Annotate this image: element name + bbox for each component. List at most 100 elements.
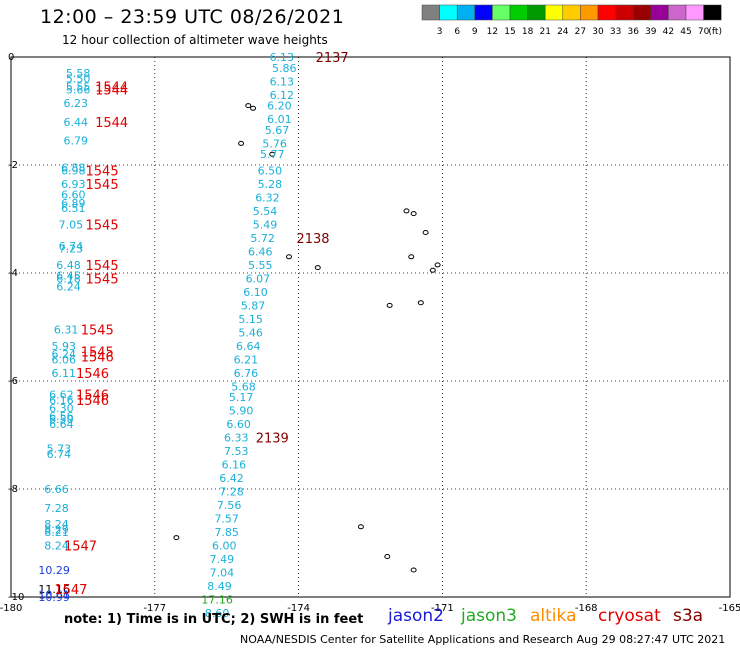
swh-value: 6.44 xyxy=(63,116,88,129)
lon-tick-label: -168 xyxy=(575,603,598,614)
swh-value: 7.28 xyxy=(219,486,244,499)
swh-value: 6.10 xyxy=(243,286,268,299)
swh-value: 6.66 xyxy=(44,483,69,496)
swh-value: 6.31 xyxy=(54,324,79,337)
island-outline xyxy=(384,554,391,559)
swh-value: 6.33 xyxy=(224,432,249,445)
swh-value: 6.50 xyxy=(258,164,283,177)
lat-tick-label: -10 xyxy=(8,592,24,603)
swh-value: 7.23 xyxy=(59,243,84,256)
swh-value: 6.00 xyxy=(212,540,237,553)
swh-value: 5.66 xyxy=(66,83,91,96)
legend-label: 45 xyxy=(680,27,691,37)
pass-time-label: 1545 xyxy=(81,324,114,339)
island-outline xyxy=(357,524,364,530)
island-outline xyxy=(286,254,293,260)
lat-tick-label: -6 xyxy=(8,376,18,387)
swh-value: 6.88 xyxy=(61,162,86,175)
pass-time-label: 1545 xyxy=(86,218,119,233)
pass-time-label: 2139 xyxy=(256,432,289,447)
legend-label: 36 xyxy=(627,27,639,37)
swh-value: 6.16 xyxy=(49,394,74,407)
swh-value: 6.50 xyxy=(49,413,74,426)
swh-value: 6.64 xyxy=(236,340,261,353)
island-outline xyxy=(173,535,180,541)
pass-time-label: 1546 xyxy=(76,389,109,404)
swh-value: 6.60 xyxy=(226,418,251,431)
swh-value: 6.74 xyxy=(59,240,84,253)
swh-value: 8.24 xyxy=(44,540,69,553)
swh-value: 6.30 xyxy=(49,402,74,415)
swh-value: 7.57 xyxy=(214,513,239,526)
island-outline xyxy=(314,265,321,271)
pass-time-label: 1545 xyxy=(86,259,119,274)
pass-time-label: 2138 xyxy=(296,232,329,247)
legend-label: 18 xyxy=(522,27,534,37)
swh-value: 5.55 xyxy=(66,81,91,94)
island-outline xyxy=(403,208,410,214)
legend-label: 42 xyxy=(663,27,674,37)
legend-label: 33 xyxy=(610,27,621,37)
swh-value: 6.06 xyxy=(51,353,76,366)
pass-time-label: 1547 xyxy=(54,583,87,598)
legend-swatch xyxy=(703,4,722,21)
pass-time-label: 1545 xyxy=(86,272,119,287)
island-outline xyxy=(410,211,417,217)
pass-time-label: 1544 xyxy=(95,116,128,131)
legend-label: 12 xyxy=(487,27,498,37)
satellite-altika-label: altika xyxy=(530,606,577,626)
swh-value: 11.16 xyxy=(38,583,70,596)
lon-tick-label: -174 xyxy=(287,603,310,614)
swh-value: 10.29 xyxy=(38,564,70,577)
legend-label: 39 xyxy=(645,27,657,37)
swh-value: 5.15 xyxy=(238,313,263,326)
swh-value: 6.46 xyxy=(248,245,273,258)
swh-value: 8.21 xyxy=(44,526,69,539)
swh-value: 8.60 xyxy=(205,607,230,620)
legend-label: 27 xyxy=(575,27,586,37)
legend-label: 24 xyxy=(557,27,569,37)
map-frame xyxy=(10,56,731,598)
swh-value: 7.56 xyxy=(217,499,242,512)
swh-value: 7.04 xyxy=(210,567,235,580)
legend-label: 15 xyxy=(504,27,515,37)
swh-value: 5.46 xyxy=(238,326,263,339)
wave-height-legend: 3 6 9 12 15 18 21 24 27 30 33 36 39 42 45 70 (ft) xyxy=(421,4,722,37)
swh-value: 7.49 xyxy=(210,553,235,566)
swh-value: 5.68 xyxy=(231,380,256,393)
swh-value: 7.53 xyxy=(224,445,249,458)
lon-tick-label: -165 xyxy=(719,603,740,614)
swh-value: 6.42 xyxy=(219,472,244,485)
credit-line: NOAA/NESDIS Center for Satellite Applica… xyxy=(240,633,726,646)
lon-tick-label: -180 xyxy=(0,603,22,614)
satellite-cryosat-label: cryosat xyxy=(598,606,661,626)
swh-value: 6.23 xyxy=(63,97,88,110)
swh-value: 6.60 xyxy=(61,189,86,202)
swh-value: 5.49 xyxy=(253,218,278,231)
island-outline xyxy=(250,105,257,111)
swh-value: 8.24 xyxy=(44,518,69,531)
swh-value: 6.62 xyxy=(49,389,74,402)
island-outline xyxy=(269,151,276,157)
lat-tick-label: 0 xyxy=(8,52,14,63)
pass-time-label: 1546 xyxy=(81,351,114,366)
pass-time-label: 1544 xyxy=(95,81,128,96)
island-outline xyxy=(386,302,393,308)
swh-value: 5.72 xyxy=(250,232,275,245)
swh-value: 6.24 xyxy=(51,348,76,361)
swh-value: 7.85 xyxy=(214,526,239,539)
island-outline xyxy=(434,262,441,268)
swh-value: 5.58 xyxy=(66,67,91,80)
lat-tick-label: -8 xyxy=(8,484,18,495)
satellite-s3a-label: s3a xyxy=(673,606,704,626)
legend-label: 70 xyxy=(698,27,710,37)
swh-value: 10.61 xyxy=(38,588,70,601)
map-subtitle: 12 hour collection of altimeter wave hei… xyxy=(62,33,328,47)
swh-value: 6.21 xyxy=(234,353,259,366)
swh-value: 5.67 xyxy=(265,124,290,137)
swh-value: 6.20 xyxy=(267,100,292,113)
swh-value: 6.16 xyxy=(222,459,247,472)
swh-value: 6.12 xyxy=(270,89,295,102)
legend-label: 30 xyxy=(592,27,604,37)
swh-value: 10.99 xyxy=(38,591,70,604)
